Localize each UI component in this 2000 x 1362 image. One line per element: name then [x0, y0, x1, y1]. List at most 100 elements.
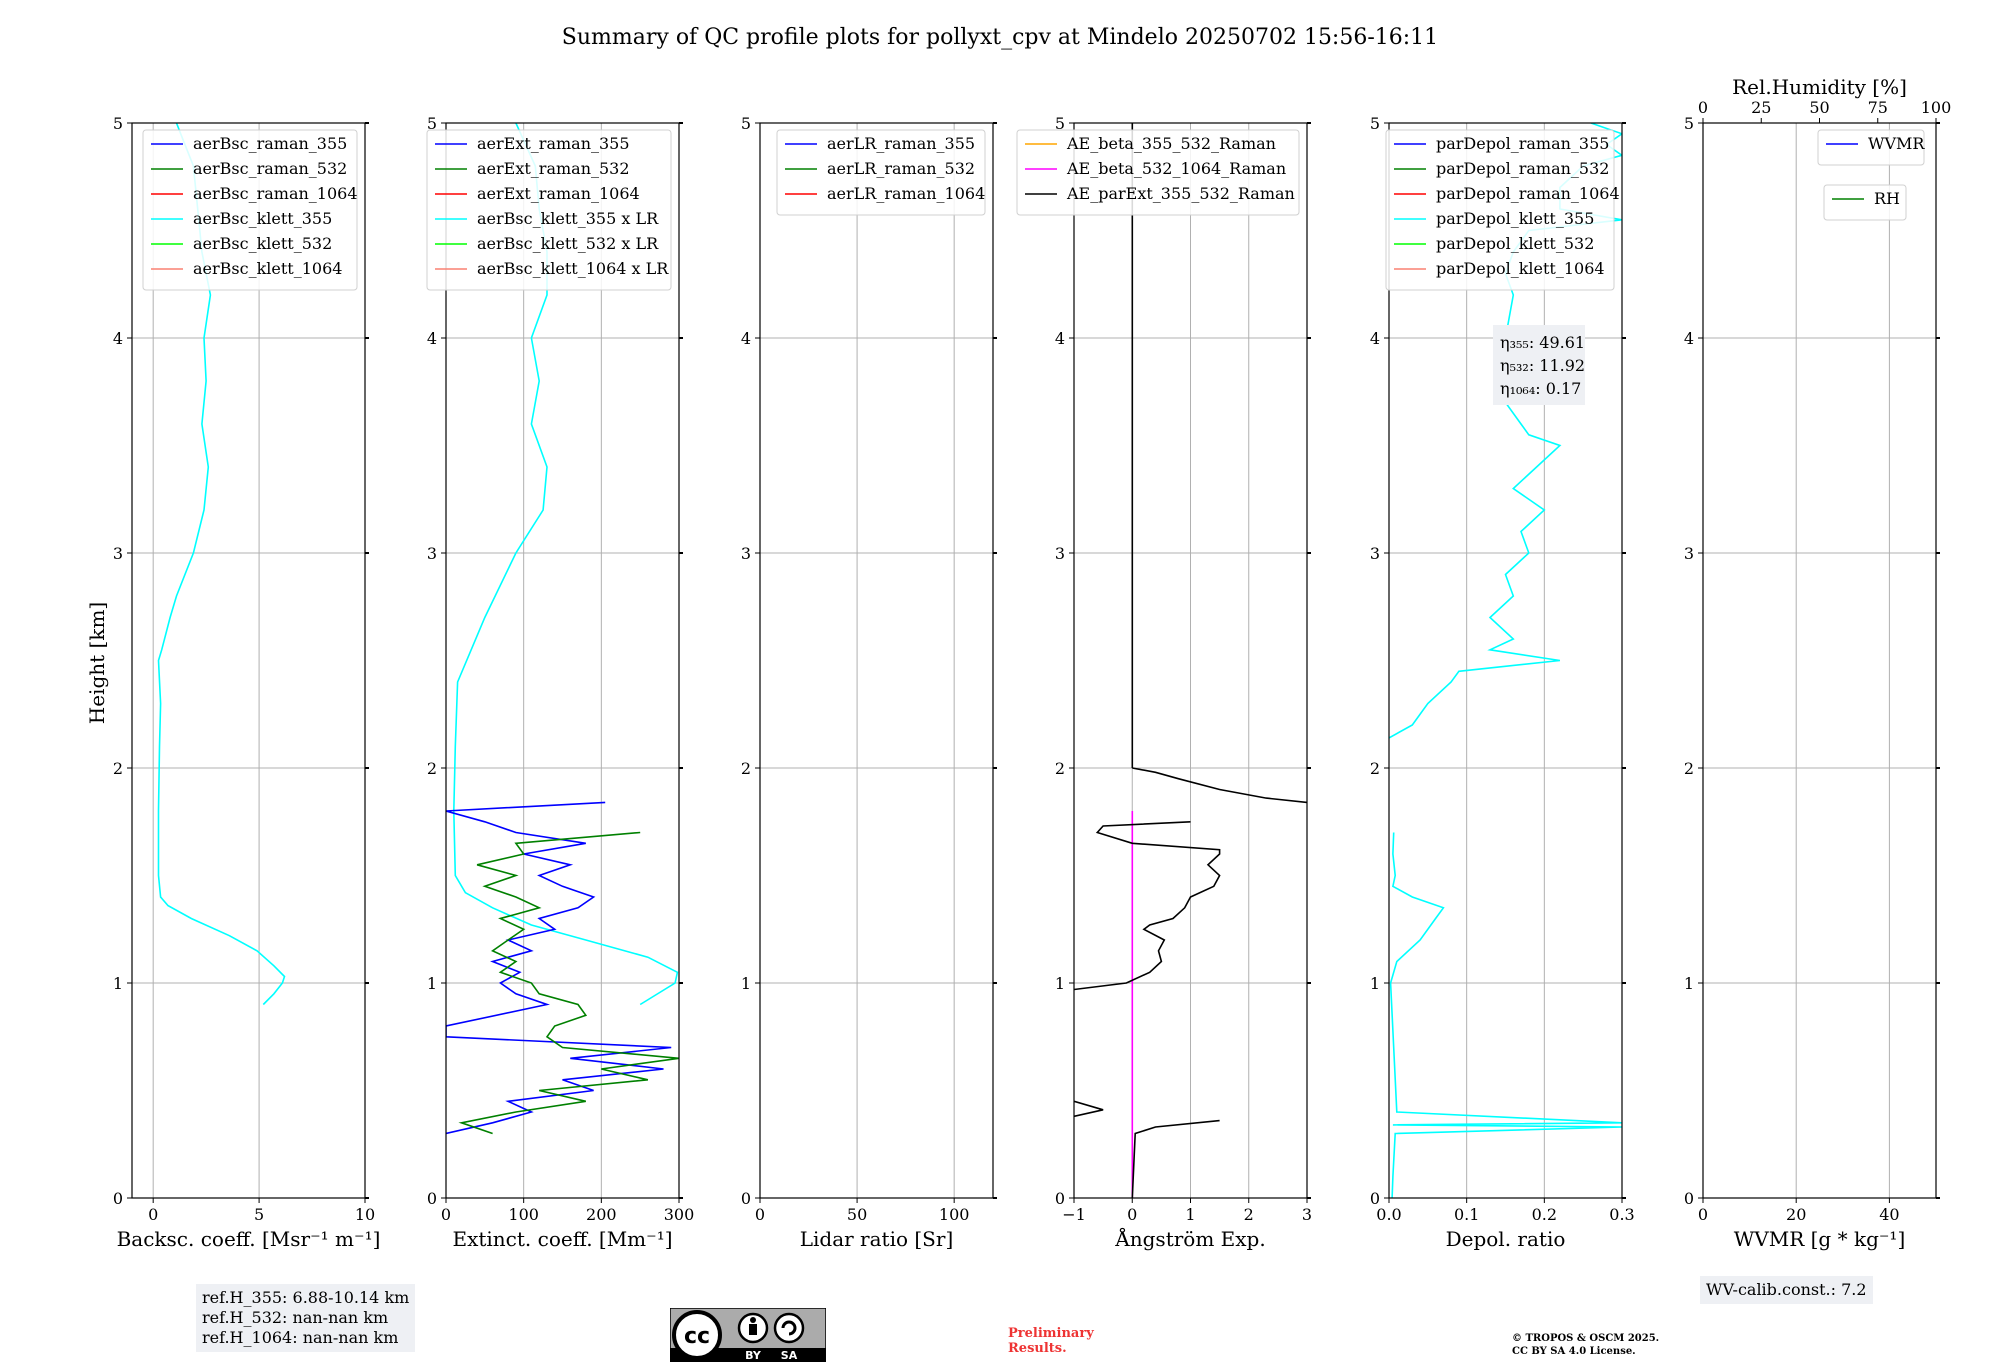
y-tick-label: 2 — [1370, 759, 1380, 778]
x2-tick-label: 0 — [1698, 98, 1708, 117]
y-tick-label: 2 — [113, 759, 123, 778]
y-tick-label: 5 — [741, 114, 751, 133]
x-tick-label: −1 — [1062, 1205, 1086, 1224]
refh-532: ref.H_532: nan-nan km — [202, 1308, 389, 1327]
y-tick-label: 0 — [113, 1189, 123, 1208]
figure-title: Summary of QC profile plots for pollyxt_… — [562, 25, 1438, 50]
y-tick-label: 3 — [1055, 544, 1065, 563]
data-lines — [1074, 123, 1307, 1198]
legend-entry: aerLR_raman_532 — [827, 159, 975, 178]
legend-entry: RH — [1874, 189, 1900, 208]
y-tick-label: 3 — [113, 544, 123, 563]
x2-tick-label: 75 — [1868, 98, 1888, 117]
y-tick-label: 1 — [1370, 974, 1380, 993]
y-tick-label: 5 — [1370, 114, 1380, 133]
cc-by-text: BY — [745, 1349, 762, 1362]
x-tick-label: 40 — [1879, 1205, 1899, 1224]
legend-rh: RH — [1823, 184, 1907, 221]
series-line-black — [1074, 1100, 1104, 1118]
y-tick-label: 4 — [1055, 329, 1065, 348]
y-tick-label: 4 — [1370, 329, 1380, 348]
y-tick-label: 2 — [427, 759, 437, 778]
y-tick-label: 0 — [741, 1189, 751, 1208]
legend-entry: parDepol_klett_355 — [1436, 209, 1594, 228]
legend-entry: aerExt_raman_355 — [477, 134, 630, 153]
x-tick-label: 2 — [1244, 1205, 1254, 1224]
preliminary-line-1: Preliminary — [1008, 1326, 1094, 1341]
y-tick-label: 5 — [1055, 114, 1065, 133]
axes-frame — [759, 122, 994, 1199]
legend-entry: AE_parExt_355_532_Raman — [1066, 184, 1295, 203]
y-tick-label: 1 — [1055, 974, 1065, 993]
x-tick-label: 0 — [148, 1205, 158, 1224]
y-tick-label: 1 — [427, 974, 437, 993]
legend-entry: WVMR — [1868, 134, 1925, 153]
series-line-black — [1131, 1119, 1220, 1198]
axes-frame — [1388, 122, 1623, 1199]
x-tick-label: 0 — [441, 1205, 451, 1224]
y-tick-label: 4 — [427, 329, 437, 348]
panel-extinction: 0 100 200 300 0 1 2 3 4 5 Extinct. coeff. [Mm⁻¹] ae… — [426, 114, 694, 1251]
legend-entry: aerBsc_raman_355 — [193, 134, 347, 153]
y-tick-label: 4 — [1684, 329, 1694, 348]
eta-box: η₃₅₅: 49.61 η₅₃₂: 11.92 η₁₀₆₄: 0.17 — [1493, 325, 1585, 405]
y-tick-label: 5 — [427, 114, 437, 133]
y-tick-label: 0 — [1055, 1189, 1065, 1208]
panel-depolarization: 0.0 0.1 0.2 0.3 0 1 2 3 4 5 Depol. ratio parDepol_r… — [1370, 114, 1635, 1251]
preliminary-note: Preliminary Results. — [1008, 1326, 1094, 1356]
cc-by-sa-logo: cc BY SA — [670, 1308, 826, 1362]
series-line-cyan — [1389, 832, 1622, 1198]
y-tick-label: 2 — [741, 759, 751, 778]
x-tick-label: 0 — [1127, 1205, 1137, 1224]
panel-backscatter: 0 5 10 0 1 2 3 4 5 Backsc. coeff. [Msr⁻¹ m⁻¹] aerB… — [113, 114, 381, 1251]
eta-value: η₁₀₆₄: 0.17 — [1500, 379, 1581, 398]
legend-box — [1823, 184, 1907, 221]
x-tick-label: 0.2 — [1532, 1205, 1557, 1224]
y-tick-label: 5 — [1684, 114, 1694, 133]
legend-entry: aerBsc_raman_532 — [193, 159, 347, 178]
series-line-black — [1074, 821, 1221, 991]
y-tick-label: 3 — [1684, 544, 1694, 563]
series-line-green — [458, 831, 679, 1135]
legend-entry: aerBsc_klett_355 — [193, 209, 332, 228]
x-tick-label: 0.1 — [1454, 1205, 1479, 1224]
y-tick-label: 2 — [1684, 759, 1694, 778]
legend-entry: parDepol_raman_532 — [1436, 159, 1609, 178]
legend-wvmr: WVMR — [1817, 129, 1925, 166]
legend-entry: parDepol_klett_1064 — [1436, 259, 1605, 278]
legend-box — [1385, 129, 1615, 291]
x-tick-label: 3 — [1302, 1205, 1312, 1224]
refh-1064: ref.H_1064: nan-nan km — [202, 1328, 399, 1347]
series-line-black — [1132, 767, 1307, 804]
series-line-blue — [446, 801, 672, 1135]
legend-entry: AE_beta_355_532_Raman — [1066, 134, 1276, 153]
wv-calib-box: WV-calib.const.: 7.2 — [1700, 1276, 1873, 1304]
legend: AE_beta_355_532_Raman AE_beta_532_1064_Ra… — [1016, 129, 1300, 216]
legend-entry: aerBsc_raman_1064 — [193, 184, 358, 203]
x2-tick-label: 25 — [1751, 98, 1771, 117]
x-axis-label: Depol. ratio — [1446, 1227, 1566, 1251]
y-tick-label: 1 — [113, 974, 123, 993]
eta-box-bg — [1493, 325, 1585, 405]
y-tick-label: 2 — [1055, 759, 1065, 778]
legend-entry: aerBsc_klett_1064 x LR — [477, 259, 669, 278]
legend-entry: AE_beta_532_1064_Raman — [1066, 159, 1286, 178]
x-axis-label: Extinct. coeff. [Mm⁻¹] — [452, 1227, 672, 1251]
svg-text:cc: cc — [684, 1324, 710, 1349]
y-tick-label: 3 — [1370, 544, 1380, 563]
legend-box — [1817, 129, 1925, 166]
y-tick-label: 5 — [113, 114, 123, 133]
legend: aerExt_raman_355 aerExt_raman_532 aerExt_r… — [426, 129, 672, 291]
eta-value: η₅₃₂: 11.92 — [1500, 356, 1585, 375]
axes-frame — [131, 122, 366, 1199]
y-axis-label: Height [km] — [85, 602, 109, 724]
preliminary-line-2: Results. — [1008, 1341, 1067, 1356]
y-tick-label: 4 — [113, 329, 123, 348]
legend-entry: aerLR_raman_1064 — [827, 184, 985, 203]
legend-entry: aerBsc_klett_532 x LR — [477, 234, 659, 253]
legend: aerBsc_raman_355 aerBsc_raman_532 aerBsc_r… — [142, 129, 358, 291]
legend-entry: aerBsc_klett_532 — [193, 234, 332, 253]
